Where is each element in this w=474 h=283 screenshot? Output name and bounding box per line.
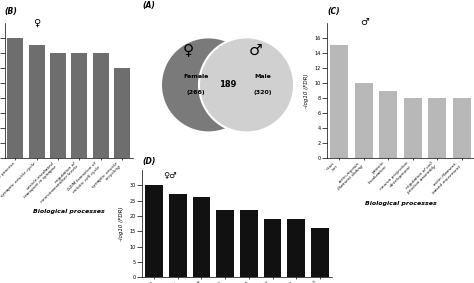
Text: 189: 189 (219, 80, 236, 89)
X-axis label: Biological processes: Biological processes (365, 201, 437, 206)
Text: Male: Male (254, 74, 271, 80)
Text: (320): (320) (253, 90, 272, 95)
Text: (D): (D) (142, 157, 155, 166)
Bar (428, 98, 447, 158)
Bar (72, 53, 87, 158)
Bar (355, 83, 373, 158)
Text: ♀♂: ♀♂ (164, 171, 177, 180)
Text: ♀: ♀ (182, 42, 193, 57)
Bar (403, 98, 422, 158)
Bar (145, 185, 163, 277)
Text: Female: Female (183, 74, 209, 80)
Y-axis label: -log10 (FDR): -log10 (FDR) (304, 73, 309, 108)
Bar (192, 198, 210, 277)
Bar (453, 98, 471, 158)
X-axis label: Biological processes: Biological processes (33, 209, 105, 214)
Bar (330, 45, 348, 158)
Circle shape (199, 37, 294, 132)
Bar (379, 91, 398, 158)
Bar (8, 38, 23, 158)
Bar (29, 45, 45, 158)
Bar (287, 219, 305, 277)
Bar (169, 194, 187, 277)
Text: (C): (C) (327, 7, 340, 16)
Circle shape (161, 37, 256, 132)
Bar (50, 53, 66, 158)
Y-axis label: -log10 (FDR): -log10 (FDR) (119, 206, 124, 241)
Bar (114, 68, 130, 158)
Bar (311, 228, 329, 277)
Bar (240, 210, 258, 277)
Text: ♂: ♂ (360, 18, 369, 27)
Text: (B): (B) (5, 7, 18, 16)
Text: (266): (266) (186, 90, 205, 95)
Text: ♂: ♂ (249, 42, 263, 57)
Bar (264, 219, 282, 277)
Bar (93, 53, 109, 158)
Text: (A): (A) (142, 1, 155, 10)
Text: ♀: ♀ (33, 18, 40, 27)
Bar (216, 210, 234, 277)
